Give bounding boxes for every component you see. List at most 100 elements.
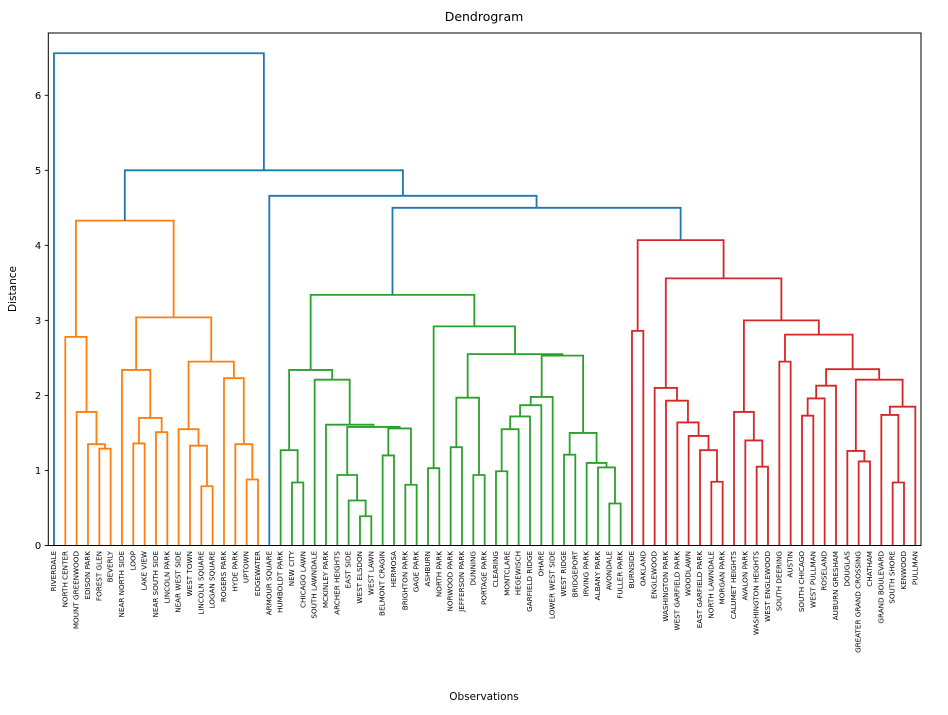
dendrogram-link — [744, 439, 764, 546]
leaf-label: WEST ELSDON — [355, 551, 364, 604]
leaf-label: CHATHAM — [865, 551, 874, 587]
leaf-label: GAGE PARK — [412, 551, 421, 593]
plot-border — [47, 32, 922, 546]
leaf-label: LOOP — [128, 550, 137, 570]
leaf-label: UPTOWN — [242, 551, 251, 583]
leaf-label: DUNNING — [468, 551, 477, 586]
leaf-label: WOODLAWN — [684, 551, 693, 596]
leaf-label: EDGEWATER — [253, 551, 262, 596]
leaf-label: LINCOLN PARK — [162, 551, 171, 604]
leaf-label: OHARE — [536, 551, 545, 577]
leaf-label: SOUTH SHORE — [888, 551, 897, 604]
y-axis-ticks: 0 1 2 3 4 5 6 — [35, 91, 49, 552]
leaf-label: WEST GARFIELD PARK — [672, 551, 681, 631]
leaf-label: BURNSIDE — [627, 551, 636, 589]
leaf-label: MORGAN PARK — [718, 551, 727, 605]
leaf-label: BELMONT CRAGIN — [378, 551, 387, 616]
leaf-label: LAKE VIEW — [140, 551, 149, 590]
dendrogram-link — [529, 396, 554, 546]
dendrogram-link — [687, 435, 710, 546]
leaf-label: NORTH PARK — [434, 551, 443, 597]
dendrogram-link — [75, 219, 175, 337]
leaf-label: AUBURN GRESHAM — [831, 551, 840, 620]
dendrogram-link — [455, 396, 480, 475]
leaf-label: JEFFERSON PARK — [457, 551, 466, 613]
leaf-label: LINCOLN SQUARE — [196, 551, 205, 615]
leaf-label: ARMOUR SQUARE — [264, 551, 273, 616]
dendrogram-link — [87, 443, 106, 546]
leaf-label: DOUGLAS — [842, 551, 851, 587]
leaf-label: ENGLEWOOD — [650, 551, 659, 599]
dendrogram-link — [234, 443, 254, 546]
leaf-label: BRIGHTON PARK — [400, 551, 409, 611]
y-tick-label: 6 — [35, 91, 41, 102]
leaf-label: HEGEWISCH — [514, 551, 523, 595]
leaf-label: GRAND BOULEVARD — [876, 551, 885, 624]
leaf-label: LOWER WEST SIDE — [548, 551, 557, 619]
leaf-label: WEST PULLMAN — [808, 551, 817, 608]
y-tick-label: 4 — [35, 241, 41, 252]
y-tick-label: 1 — [35, 466, 41, 477]
leaf-label: SOUTH LAWNDALE — [310, 551, 319, 619]
y-tick-label: 2 — [35, 391, 41, 402]
dendrogram-link — [123, 169, 404, 221]
leaf-label: LOGAN SQUARE — [208, 551, 217, 609]
leaf-label: AUSTIN — [786, 551, 795, 578]
dendrogram-link — [495, 470, 509, 546]
leaf-label: NORWOOD PARK — [446, 551, 455, 612]
leaf-label: ALBANY PARK — [593, 551, 602, 601]
leaf-label: MOUNT GREENWOOD — [72, 551, 81, 630]
leaf-label: NORTH LAWNDALE — [706, 551, 715, 619]
dendrogram-link — [53, 52, 265, 546]
leaf-label: CALUMET HEIGHTS — [729, 551, 738, 620]
leaf-label: PORTAGE PARK — [480, 551, 489, 605]
leaf-label: WASHINGTON HEIGHTS — [752, 551, 761, 636]
y-tick-label: 3 — [35, 316, 41, 327]
dendrogram-link — [279, 449, 299, 546]
leaf-label: WEST ENGLEWOOD — [763, 551, 772, 622]
leaf-label: CLEARING — [491, 551, 500, 588]
leaf-label: PULLMAN — [910, 551, 919, 585]
y-tick-label: 5 — [35, 166, 41, 177]
dendrogram-link — [563, 453, 577, 546]
leaf-label: AVONDALE — [604, 551, 613, 591]
dendrogram-link — [664, 277, 783, 388]
dendrogram-link — [359, 515, 373, 546]
dendrogram-link — [825, 368, 881, 386]
leaf-label: EDISON PARK — [83, 551, 92, 600]
dendrogram-links — [53, 52, 917, 546]
leaf-label: WEST RIDGE — [559, 551, 568, 597]
leaf-label: ROGERS PARK — [219, 551, 228, 602]
leaf-label: FOREST GLEN — [94, 551, 103, 601]
dendrogram-link — [138, 417, 163, 444]
leaf-label: KENWOOD — [899, 551, 908, 590]
leaf-label: WEST TOWN — [185, 551, 194, 596]
y-axis-label: Distance — [7, 266, 19, 312]
dendrogram-link — [472, 474, 486, 546]
dendrogram-link — [846, 450, 866, 546]
dendrogram-link — [387, 427, 412, 485]
x-axis-label: Observations — [449, 691, 518, 703]
leaf-label: HUMBOLDT PARK — [276, 551, 285, 613]
leaf-label: MCKINLEY PARK — [321, 551, 330, 608]
leaf-label: ROSELAND — [820, 551, 829, 591]
leaf-label: HERMOSA — [389, 551, 398, 587]
leaf-label: NEAR SOUTH SIDE — [151, 551, 160, 618]
leaf-label: BEVERLY — [106, 550, 115, 582]
dendrogram-link — [733, 411, 755, 546]
dendrogram-link — [75, 411, 98, 546]
leaf-label: IRVING PARK — [582, 551, 591, 597]
leaf-label: ASHBURN — [423, 551, 432, 586]
dendrogram-link — [98, 447, 112, 546]
leaf-label: RIVERDALE — [49, 551, 58, 592]
leaf-label: CHICAGO LAWN — [298, 551, 307, 608]
x-axis-leaf-labels: RIVERDALE NORTH CENTER MOUNT GREENWOOD EDIS… — [49, 550, 919, 653]
leaf-label: NORTH CENTER — [60, 551, 69, 607]
dendrogram-link — [710, 480, 724, 546]
leaf-label: WEST LAWN — [366, 551, 375, 595]
leaf-label: BRIDGEPORT — [570, 550, 579, 597]
leaf-label: GREATER GRAND CROSSING — [854, 551, 863, 653]
leaf-label: FULLER PARK — [616, 551, 625, 599]
dendrogram-link — [801, 414, 815, 546]
